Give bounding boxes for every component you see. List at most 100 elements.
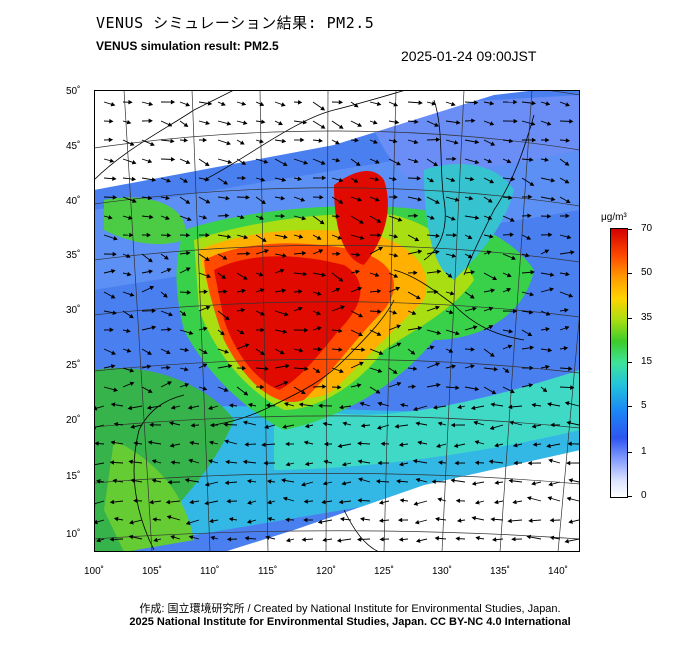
wind-arrowhead bbox=[545, 101, 551, 106]
lat-tick-label: 25˚ bbox=[66, 360, 81, 371]
wind-arrowhead bbox=[187, 405, 193, 410]
wind-arrowhead bbox=[378, 350, 384, 355]
wind-arrowhead bbox=[564, 538, 569, 544]
wind-arrowhead bbox=[456, 120, 461, 125]
wind-arrowhead bbox=[146, 364, 152, 370]
wind-arrowhead bbox=[240, 308, 246, 313]
wind-arrowhead bbox=[112, 195, 118, 200]
wind-arrowhead bbox=[511, 255, 516, 260]
wind-arrowhead bbox=[315, 368, 321, 373]
wind-arrowhead bbox=[226, 234, 232, 239]
wind-arrowhead bbox=[415, 295, 421, 300]
wind-arrowhead bbox=[398, 537, 404, 542]
wind-arrowhead bbox=[131, 176, 137, 182]
wind-arrowhead bbox=[379, 537, 384, 542]
lat-tick-label: 50˚ bbox=[66, 86, 81, 97]
wind-arrowhead bbox=[205, 305, 211, 311]
wind-arrowhead bbox=[469, 176, 475, 182]
wind-arrowhead bbox=[112, 478, 117, 484]
wind-arrowhead bbox=[111, 350, 116, 355]
wind-arrowhead bbox=[112, 251, 117, 257]
wind-arrowhead bbox=[354, 137, 359, 143]
wind-arrowhead bbox=[259, 139, 264, 144]
wind-arrowhead bbox=[317, 291, 322, 296]
wind-arrowhead bbox=[510, 389, 515, 394]
wind-arrowhead bbox=[546, 443, 551, 449]
wind-arrowhead bbox=[339, 368, 344, 374]
wind-arrowhead bbox=[417, 249, 423, 255]
wind-arrowhead bbox=[260, 177, 266, 182]
wind-arrowhead bbox=[380, 441, 385, 447]
wind-arrowhead bbox=[564, 401, 570, 406]
wind-arrowhead bbox=[300, 197, 306, 202]
wind-arrowhead bbox=[524, 252, 530, 258]
wind-arrowhead bbox=[169, 443, 175, 448]
wind-arrowhead bbox=[304, 423, 310, 429]
wind-arrowhead bbox=[397, 217, 403, 222]
wind-arrowhead bbox=[550, 196, 556, 202]
wind-arrowhead bbox=[338, 199, 344, 204]
wind-arrowhead bbox=[513, 118, 518, 124]
wind-arrowhead bbox=[507, 518, 512, 524]
wind-arrowhead bbox=[183, 178, 188, 183]
wind-arrowhead bbox=[548, 481, 553, 487]
wind-arrowhead bbox=[302, 119, 308, 125]
wind-arrowhead bbox=[96, 537, 101, 543]
wind-arrowhead bbox=[377, 401, 383, 407]
wind-arrowhead bbox=[359, 361, 364, 366]
wind-arrowhead bbox=[149, 285, 155, 291]
wind-arrowhead bbox=[151, 308, 157, 314]
wind-arrowhead bbox=[448, 309, 454, 315]
wind-arrowhead bbox=[297, 100, 303, 105]
wind-arrow bbox=[94, 500, 105, 505]
wind-arrowhead bbox=[223, 387, 229, 392]
wind-arrowhead bbox=[453, 443, 459, 448]
wind-arrowhead bbox=[360, 423, 366, 428]
wind-arrowhead bbox=[264, 249, 269, 254]
wind-arrowhead bbox=[243, 391, 249, 396]
wind-arrowhead bbox=[549, 287, 555, 292]
wind-arrowhead bbox=[129, 292, 135, 297]
wind-arrowhead bbox=[457, 404, 462, 410]
wind-arrowhead bbox=[282, 424, 287, 429]
wind-arrowhead bbox=[225, 459, 230, 465]
wind-arrowhead bbox=[335, 214, 340, 219]
wind-arrowhead bbox=[267, 516, 272, 522]
wind-arrowhead bbox=[228, 517, 234, 522]
wind-arrowhead bbox=[475, 535, 480, 541]
wind-arrowhead bbox=[336, 538, 342, 543]
wind-arrowhead bbox=[285, 363, 290, 369]
wind-arrowhead bbox=[126, 328, 131, 334]
wind-arrowhead bbox=[509, 232, 515, 237]
wind-arrowhead bbox=[493, 499, 499, 505]
wind-arrowhead bbox=[410, 350, 416, 355]
wind-arrowhead bbox=[283, 381, 289, 386]
colorbar-tick-label: 50 bbox=[641, 267, 653, 278]
wind-arrowhead bbox=[265, 535, 270, 540]
wind-arrowhead bbox=[260, 311, 265, 316]
wind-arrowhead bbox=[241, 288, 246, 294]
wind-arrowhead bbox=[298, 402, 304, 407]
wind-arrowhead bbox=[355, 269, 360, 275]
colorbar-tick-label: 1 bbox=[641, 446, 647, 457]
colorbar-tick-label: 70 bbox=[641, 223, 653, 234]
wind-arrowhead bbox=[450, 216, 456, 221]
wind-arrowhead bbox=[474, 215, 480, 220]
wind-arrowhead bbox=[278, 121, 283, 126]
wind-arrowhead bbox=[338, 177, 344, 183]
wind-arrowhead bbox=[341, 461, 347, 467]
wind-arrowhead bbox=[434, 535, 440, 541]
wind-arrowhead bbox=[167, 479, 172, 485]
wind-arrowhead bbox=[378, 500, 384, 505]
wind-arrowhead bbox=[244, 343, 250, 348]
wind-arrowhead bbox=[357, 441, 362, 446]
wind-arrowhead bbox=[322, 480, 328, 486]
wind-arrowhead bbox=[128, 215, 133, 220]
wind-arrowhead bbox=[108, 215, 113, 220]
wind-arrowhead bbox=[545, 364, 550, 370]
lat-tick-label: 15˚ bbox=[66, 471, 81, 482]
wind-arrowhead bbox=[507, 404, 513, 410]
lon-tick-label: 135˚ bbox=[490, 566, 511, 577]
wind-arrowhead bbox=[455, 330, 460, 336]
wind-arrowhead bbox=[128, 459, 133, 465]
